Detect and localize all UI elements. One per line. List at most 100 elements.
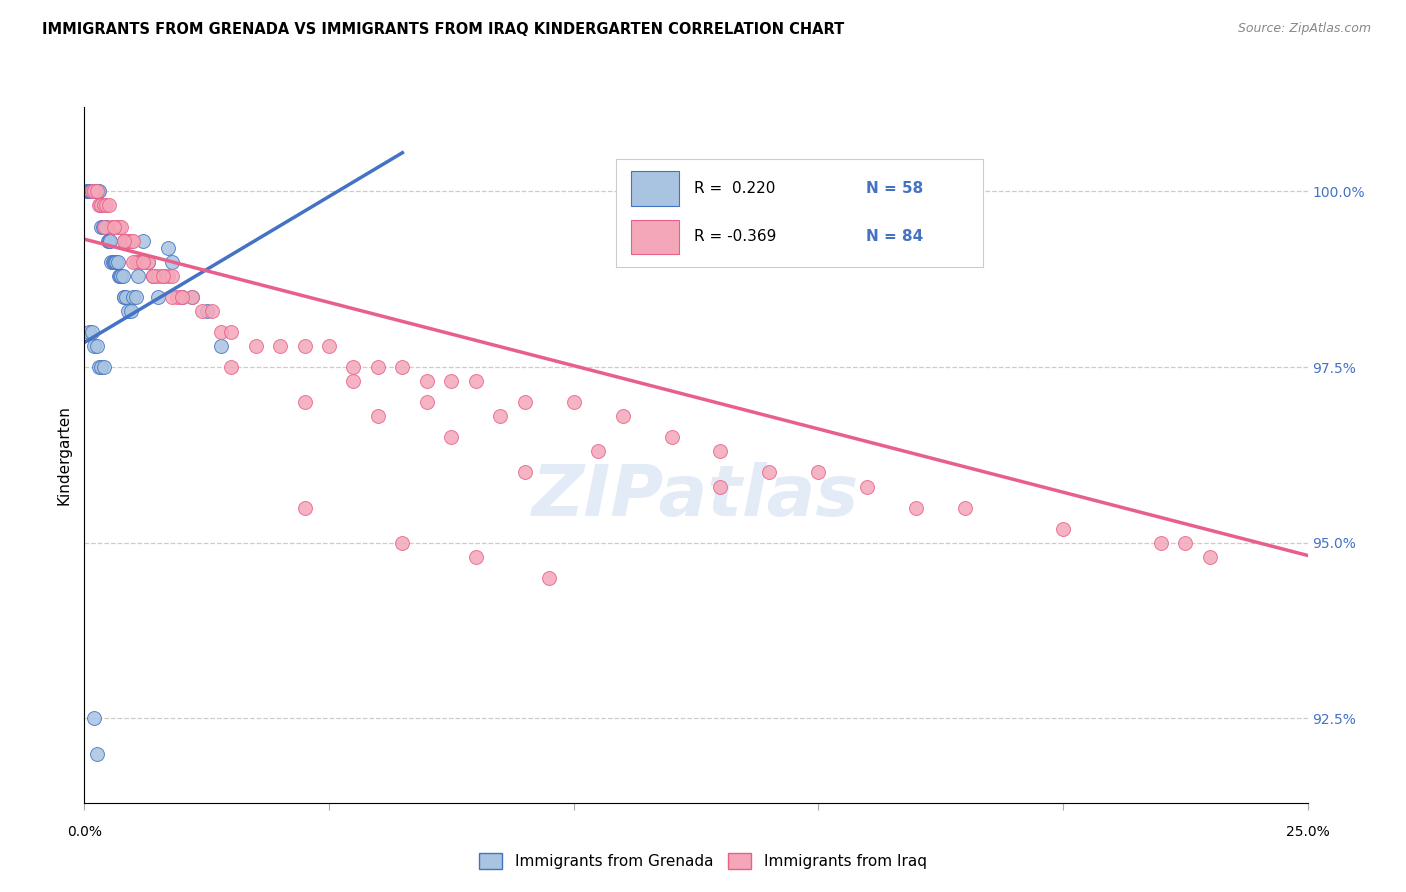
Point	[219, 325, 242, 339]
Point	[166, 290, 188, 304]
Point	[103, 219, 125, 234]
Point	[127, 254, 149, 268]
Point	[93, 198, 115, 212]
Point	[97, 234, 120, 248]
Point	[156, 268, 179, 283]
Point	[114, 290, 136, 304]
Point	[125, 290, 148, 304]
Point	[120, 234, 142, 248]
Point	[1198, 549, 1220, 564]
Text: IMMIGRANTS FROM GRENADA VS IMMIGRANTS FROM IRAQ KINDERGARTEN CORRELATION CHART: IMMIGRANTS FROM GRENADA VS IMMIGRANTS FR…	[42, 22, 845, 37]
Point	[156, 241, 179, 255]
Text: R =  0.220: R = 0.220	[693, 181, 775, 196]
Point	[105, 254, 128, 268]
Point	[117, 303, 139, 318]
Text: R = -0.369: R = -0.369	[693, 229, 776, 244]
Text: N = 84: N = 84	[866, 229, 924, 244]
Point	[342, 360, 364, 375]
Bar	[631, 219, 679, 254]
Point	[83, 185, 105, 199]
Point	[103, 254, 125, 268]
Point	[1052, 522, 1074, 536]
Point	[87, 185, 110, 199]
Point	[129, 254, 152, 268]
Point	[77, 185, 100, 199]
Point	[440, 374, 463, 388]
Point	[318, 339, 340, 353]
Point	[90, 219, 112, 234]
Point	[122, 290, 145, 304]
Point	[83, 711, 105, 725]
Point	[93, 219, 115, 234]
Point	[104, 254, 127, 268]
Point	[195, 303, 218, 318]
Point	[146, 290, 169, 304]
Point	[127, 268, 149, 283]
Point	[440, 430, 463, 444]
Point	[83, 339, 105, 353]
Point	[111, 268, 134, 283]
Point	[172, 290, 194, 304]
Point	[98, 234, 121, 248]
Point	[953, 500, 976, 515]
Point	[416, 395, 439, 409]
Point	[294, 500, 316, 515]
Point	[807, 466, 830, 480]
Point	[209, 325, 232, 339]
Bar	[631, 171, 679, 205]
Point	[538, 571, 561, 585]
Point	[86, 185, 108, 199]
Point	[142, 268, 165, 283]
Point	[181, 290, 204, 304]
Point	[105, 219, 128, 234]
Point	[103, 219, 125, 234]
Point	[97, 234, 120, 248]
Point	[87, 198, 110, 212]
Point	[96, 219, 118, 234]
Point	[1150, 535, 1173, 549]
Point	[269, 339, 291, 353]
Point	[112, 234, 135, 248]
Point	[181, 290, 204, 304]
Text: ZIPatlas: ZIPatlas	[533, 462, 859, 531]
Point	[200, 303, 222, 318]
Point	[112, 234, 135, 248]
Point	[122, 234, 145, 248]
Point	[152, 268, 174, 283]
Point	[152, 268, 174, 283]
Point	[100, 254, 122, 268]
Point	[562, 395, 585, 409]
Point	[86, 339, 108, 353]
Text: 0.0%: 0.0%	[67, 825, 101, 839]
Point	[80, 185, 103, 199]
Point	[86, 747, 108, 761]
Point	[489, 409, 512, 424]
Point	[87, 360, 110, 375]
Point	[136, 254, 159, 268]
Point	[100, 219, 122, 234]
Point	[342, 374, 364, 388]
Point	[90, 360, 112, 375]
Point	[162, 290, 184, 304]
Point	[77, 185, 100, 199]
Point	[709, 444, 731, 458]
Point	[416, 374, 439, 388]
Point	[82, 185, 104, 199]
Point	[91, 219, 114, 234]
Point	[661, 430, 683, 444]
Point	[367, 409, 389, 424]
Text: Source: ZipAtlas.com: Source: ZipAtlas.com	[1237, 22, 1371, 36]
Point	[87, 185, 110, 199]
Point	[79, 185, 101, 199]
Text: 25.0%: 25.0%	[1285, 825, 1330, 839]
Point	[77, 325, 100, 339]
Point	[294, 395, 316, 409]
Y-axis label: Kindergarten: Kindergarten	[56, 405, 72, 505]
Point	[162, 268, 184, 283]
Point	[391, 360, 413, 375]
Point	[294, 339, 316, 353]
Point	[108, 268, 131, 283]
Point	[132, 254, 155, 268]
Point	[97, 198, 120, 212]
Point	[856, 479, 879, 493]
